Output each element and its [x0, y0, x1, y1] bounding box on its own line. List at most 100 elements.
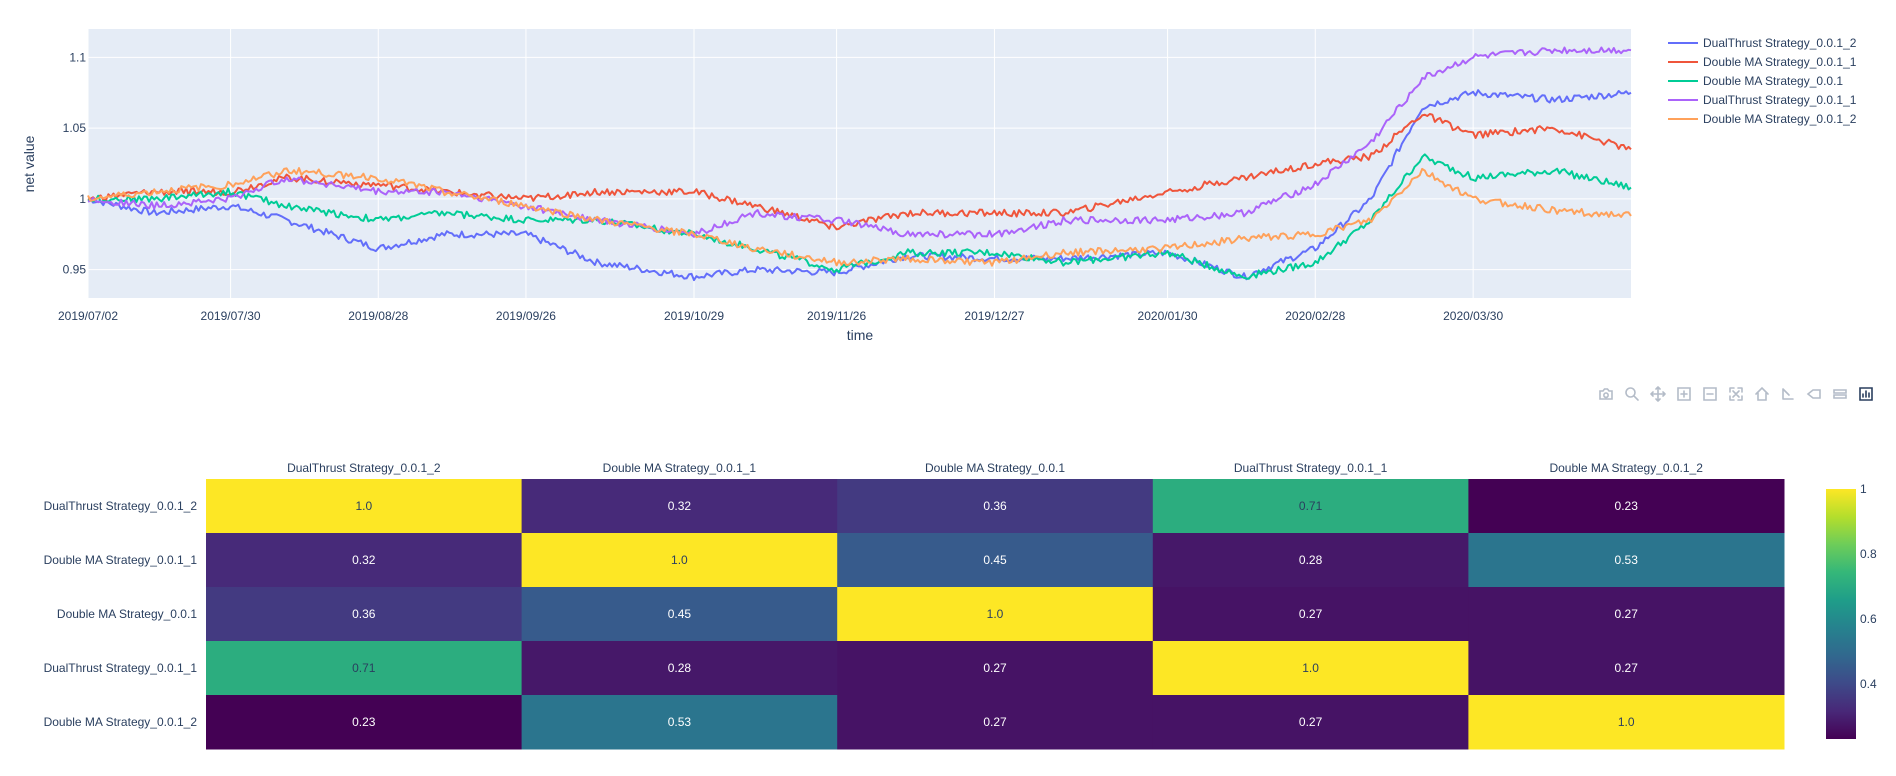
heatmap-x-label: Double MA Strategy_0.0.1: [925, 461, 1065, 475]
legend-item[interactable]: DualThrust Strategy_0.0.1_1: [1668, 93, 1857, 107]
x-tick-label: 2019/11/26: [807, 309, 866, 323]
heatmap-cell[interactable]: [206, 641, 523, 696]
heatmap-y-labels: DualThrust Strategy_0.0.1_2 Double MA Str…: [44, 499, 198, 729]
reset-axes-button[interactable]: [1752, 384, 1772, 404]
series-lines: [87, 46, 1632, 282]
line-chart: 2019/07/02 2019/07/30 2019/08/28 2019/09/26…: [21, 29, 1857, 343]
x-tick-label: 2020/03/30: [1443, 309, 1503, 323]
heatmap-x-label: DualThrust Strategy_0.0.1_2: [287, 461, 441, 475]
hover-closest-button[interactable]: [1804, 384, 1824, 404]
legend-label: Double MA Strategy_0.0.1_1: [1703, 55, 1857, 69]
x-tick-labels: 2019/07/02 2019/07/30 2019/08/28 2019/09/26…: [58, 309, 1504, 323]
heatmap-cell[interactable]: [206, 695, 523, 750]
heatmap-cell-label: 1.0: [987, 607, 1004, 621]
heatmap-x-label: Double MA Strategy_0.0.1_1: [603, 461, 757, 475]
heatmap-cell[interactable]: [1152, 479, 1469, 534]
x-tick-label: 2020/02/28: [1285, 309, 1345, 323]
y-tick-label: 0.95: [63, 263, 87, 277]
heatmap-cell[interactable]: [1152, 587, 1469, 642]
zoom-in-icon: [1677, 387, 1691, 401]
heatmap-cell[interactable]: [837, 479, 1154, 534]
heatmap-cell-label: 0.71: [1299, 499, 1323, 513]
heatmap-cell-label: 0.27: [1299, 715, 1323, 729]
heatmap-cell[interactable]: [1468, 479, 1785, 534]
heatmap-x-label: DualThrust Strategy_0.0.1_1: [1234, 461, 1388, 475]
heatmap-cell[interactable]: [206, 533, 523, 588]
x-tick-label: 2019/07/02: [58, 309, 118, 323]
zoom-icon: [1625, 387, 1639, 401]
line-plot-area[interactable]: [88, 29, 1631, 298]
heatmap-cell[interactable]: [206, 479, 523, 534]
pan-button[interactable]: [1648, 384, 1668, 404]
heatmap-cell[interactable]: [521, 533, 838, 588]
heatmap-cell-label: 1.0: [1618, 715, 1635, 729]
series-line[interactable]: [87, 46, 1632, 239]
heatmap-y-label: DualThrust Strategy_0.0.1_2: [44, 499, 198, 513]
heatmap-cell-label: 0.28: [1299, 553, 1323, 567]
heatmap-cell-label: 0.27: [1615, 607, 1639, 621]
heatmap-cell[interactable]: [521, 587, 838, 642]
heatmap-cell[interactable]: [521, 479, 838, 534]
x-tick-label: 2019/12/27: [964, 309, 1024, 323]
x-tick-label: 2019/10/29: [664, 309, 724, 323]
zoom-button[interactable]: [1622, 384, 1642, 404]
heatmap-cell-label: 0.45: [668, 607, 692, 621]
series-line[interactable]: [87, 167, 1632, 267]
x-axis-title: time: [847, 327, 874, 343]
heatmap-cell[interactable]: [837, 695, 1154, 750]
heatmap-cell-label: 0.27: [983, 715, 1007, 729]
legend[interactable]: DualThrust Strategy_0.0.1_2 Double MA Str…: [1668, 36, 1857, 126]
zoom-out-button[interactable]: [1700, 384, 1720, 404]
heatmap-cell-label: 0.23: [1615, 499, 1639, 513]
heatmap-cell[interactable]: [837, 533, 1154, 588]
hover-compare-button[interactable]: [1830, 384, 1850, 404]
spike-lines-button[interactable]: [1778, 384, 1798, 404]
autoscale-button[interactable]: [1726, 384, 1746, 404]
heatmap-cell[interactable]: [1152, 533, 1469, 588]
heatmap-cell[interactable]: [521, 695, 838, 750]
legend-label: DualThrust Strategy_0.0.1_1: [1703, 93, 1857, 107]
legend-item[interactable]: Double MA Strategy_0.0.1: [1668, 74, 1843, 88]
x-tick-label: 2019/08/28: [348, 309, 408, 323]
heatmap-y-label: Double MA Strategy_0.0.1: [57, 607, 197, 621]
colorbar-tick-label: 1: [1860, 482, 1867, 496]
heatmap-cell[interactable]: [1468, 641, 1785, 696]
zoom-in-button[interactable]: [1674, 384, 1694, 404]
heatmap-cell[interactable]: [1152, 695, 1469, 750]
y-tick-label: 1: [79, 192, 86, 206]
colorbar-tick-label: 0.6: [1860, 612, 1877, 626]
legend-item[interactable]: Double MA Strategy_0.0.1_1: [1668, 55, 1857, 69]
legend-item[interactable]: Double MA Strategy_0.0.1_2: [1668, 112, 1857, 126]
heatmap-cell-label: 0.27: [1615, 661, 1639, 675]
series-line[interactable]: [88, 89, 1632, 282]
heatmap-cell-label: 1.0: [671, 553, 688, 567]
plotly-logo-button[interactable]: [1856, 384, 1876, 404]
heatmap-y-label: Double MA Strategy_0.0.1_2: [44, 715, 198, 729]
heatmap-cell-label: 0.53: [668, 715, 692, 729]
plotly-logo-icon: [1859, 387, 1873, 401]
heatmap-cell[interactable]: [837, 641, 1154, 696]
heatmap-x-label: Double MA Strategy_0.0.1_2: [1549, 461, 1703, 475]
heatmap-cell-label: 0.45: [983, 553, 1007, 567]
heatmap-cell-label: 0.27: [983, 661, 1007, 675]
heatmap-cell[interactable]: [206, 587, 523, 642]
series-line[interactable]: [87, 153, 1632, 280]
gridlines: [87, 29, 1631, 298]
colorbar: 0.4 0.6 0.8 1: [1826, 482, 1877, 739]
heatmap-cells: 1.0 0.32 0.36 0.71 0.23 0.32 1.0 0.45 0.28 0.53 0.…: [206, 479, 1785, 750]
heatmap-cell[interactable]: [1152, 641, 1469, 696]
heatmap-cell[interactable]: [1468, 695, 1785, 750]
pan-icon: [1650, 386, 1666, 402]
camera-button[interactable]: [1596, 384, 1616, 404]
heatmap-cell[interactable]: [1468, 587, 1785, 642]
heatmap-cell[interactable]: [837, 587, 1154, 642]
heatmap-cell-label: 1.0: [355, 499, 372, 513]
legend-item[interactable]: DualThrust Strategy_0.0.1_2: [1668, 36, 1857, 50]
heatmap-cell[interactable]: [1468, 533, 1785, 588]
heatmap-cell-label: 1.0: [1302, 661, 1319, 675]
hover-compare-icon: [1833, 389, 1847, 399]
heatmap-cell-label: 0.32: [668, 499, 692, 513]
camera-icon: [1599, 388, 1613, 400]
heatmap-cell[interactable]: [521, 641, 838, 696]
series-line[interactable]: [87, 113, 1632, 231]
